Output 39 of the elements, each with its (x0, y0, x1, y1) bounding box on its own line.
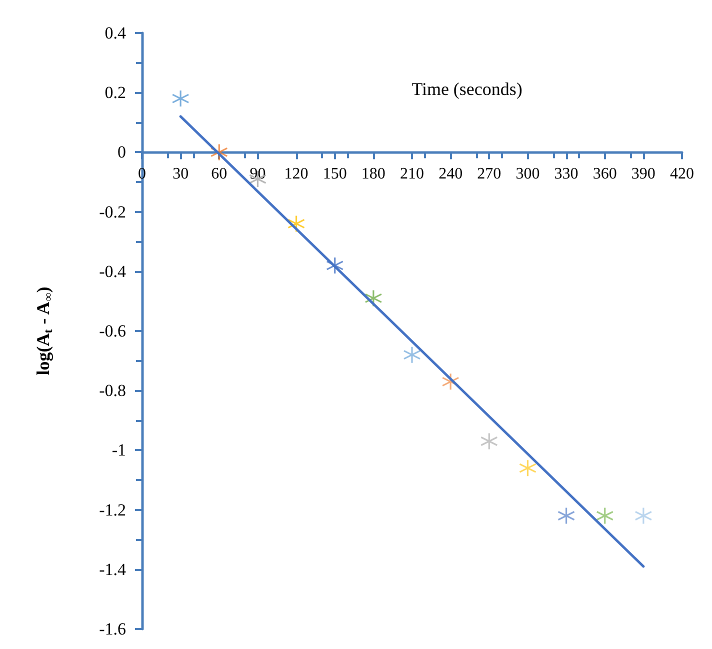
y-axis-title: log(At - A∞) (33, 286, 55, 376)
x-tick-label: 30 (172, 166, 189, 183)
x-tick-label: 180 (361, 166, 386, 183)
x-tick-label: 90 (250, 166, 266, 183)
x-tick-label: 270 (477, 166, 502, 183)
y-tick-label: -0.4 (99, 262, 126, 281)
y-tick-label: -1.2 (99, 500, 126, 520)
x-axis-title: Time (seconds) (412, 79, 522, 100)
y-tick-label: -1.4 (99, 560, 126, 579)
point (557, 506, 576, 525)
point (326, 256, 344, 274)
y-tick-label: -1.6 (99, 620, 126, 638)
point (634, 506, 652, 525)
point (172, 90, 190, 108)
x-tick-label: 150 (322, 166, 347, 183)
y-tick-label: -0.6 (99, 322, 126, 340)
point (364, 289, 382, 308)
y-tick-label: -1 (112, 440, 126, 460)
x-tick-label: 120 (284, 166, 308, 183)
point (210, 143, 228, 161)
point (518, 459, 537, 477)
y-tick-label: -0.2 (99, 202, 126, 222)
x-tick-label: 210 (400, 166, 424, 183)
x-tick-label: 300 (516, 166, 540, 183)
point (287, 214, 306, 233)
x-tick-label: 240 (438, 166, 463, 183)
x-tick-label: 60 (211, 166, 228, 183)
x-tick-label: 390 (631, 166, 656, 183)
y-tick-label: 0.2 (104, 83, 126, 102)
x-tick-label: 420 (670, 166, 694, 183)
y-tick-label: -0.8 (99, 381, 126, 400)
point (480, 432, 498, 450)
point (442, 372, 460, 390)
y-tick-label: 0 (118, 142, 126, 162)
y-tick-label: 0.4 (104, 24, 126, 42)
point (596, 506, 614, 525)
x-tick-label: 360 (592, 166, 617, 183)
point (403, 346, 421, 364)
x-tick-label: 330 (554, 166, 578, 183)
